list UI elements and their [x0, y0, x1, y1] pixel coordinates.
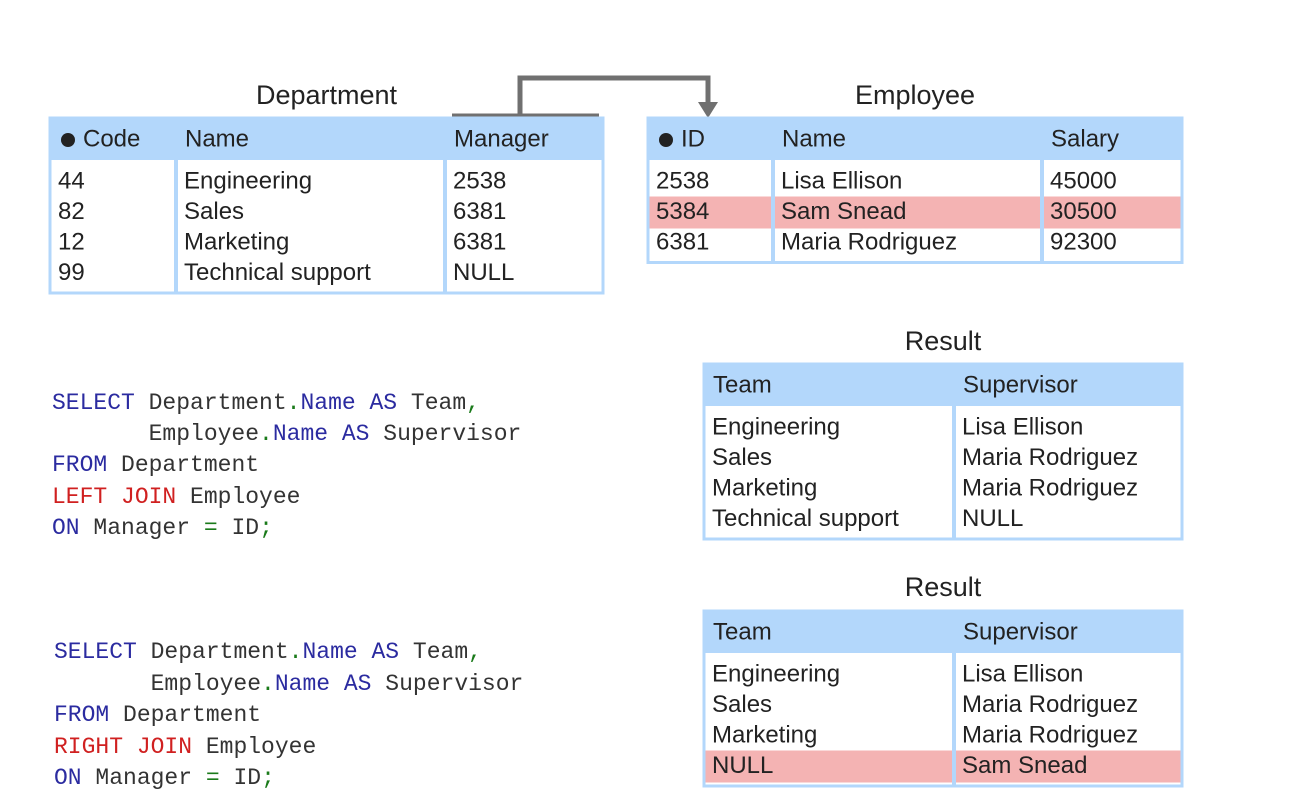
cell: Engineering — [712, 413, 840, 440]
cell: Maria Rodriguez — [962, 691, 1138, 718]
cell: 5384 — [656, 198, 709, 225]
cell: Sam Snead — [781, 198, 906, 225]
cell: 6381 — [453, 228, 506, 255]
column-header: Team — [713, 371, 772, 398]
cell: Maria Rodriguez — [962, 474, 1138, 501]
cell: Lisa Ellison — [781, 167, 902, 194]
table: Result Team Supervisor Engineering Lisa Elli… — [702, 572, 1184, 788]
cell: NULL — [962, 505, 1023, 532]
cell: Technical support — [712, 505, 899, 532]
column-header: Name — [185, 125, 249, 152]
cell: 45000 — [1050, 167, 1117, 194]
key-icon — [61, 133, 75, 147]
highlight-row — [649, 196, 1181, 229]
cell: 30500 — [1050, 198, 1117, 225]
query-line: Employee.Name AS Supervisor — [52, 421, 521, 447]
query-line: RIGHT JOIN Employee — [54, 734, 316, 760]
cell: Lisa Ellison — [962, 660, 1083, 687]
cell: NULL — [712, 752, 773, 779]
cell: 2538 — [453, 167, 506, 194]
table-title: Department — [256, 80, 398, 110]
cell: Marketing — [712, 721, 817, 748]
cell: 2538 — [656, 167, 709, 194]
query-line: FROM Department — [52, 452, 259, 478]
table: Department Code Name Manager 44 Engineering 25… — [48, 80, 605, 295]
table: Employee ID Name Salary 2538 Lisa Ellison 4500… — [646, 80, 1184, 264]
cell: 99 — [58, 259, 85, 286]
cell: 12 — [58, 228, 85, 255]
query-line: ON Manager = ID; — [54, 765, 275, 791]
query-line: SELECT Department.Name AS Team, — [52, 390, 480, 416]
header-row — [704, 611, 1182, 653]
cell: 6381 — [453, 198, 506, 225]
cell: Maria Rodriguez — [781, 228, 957, 255]
column-header: Code — [83, 125, 140, 152]
cell: Lisa Ellison — [962, 413, 1083, 440]
table-title: Result — [905, 326, 982, 356]
cell: Sam Snead — [962, 752, 1087, 779]
query-line: ON Manager = ID; — [52, 515, 273, 541]
highlight-row — [705, 750, 1181, 783]
cell: 92300 — [1050, 228, 1117, 255]
key-icon — [659, 133, 673, 147]
cell: Sales — [712, 444, 772, 471]
query-line: SELECT Department.Name AS Team, — [54, 639, 482, 665]
query-line: Employee.Name AS Supervisor — [54, 671, 523, 697]
cell: Marketing — [712, 474, 817, 501]
cell: Sales — [184, 198, 244, 225]
column-header: Manager — [454, 125, 549, 152]
table-title: Employee — [855, 80, 975, 110]
header-row — [50, 118, 603, 160]
column-header: Name — [782, 125, 846, 152]
cell: 44 — [58, 167, 85, 194]
table-title: Result — [905, 572, 982, 602]
column-header: Salary — [1051, 125, 1119, 152]
cell: NULL — [453, 259, 514, 286]
column-header: ID — [681, 125, 705, 152]
cell: Sales — [712, 691, 772, 718]
cell: Maria Rodriguez — [962, 721, 1138, 748]
cell: Technical support — [184, 259, 371, 286]
cell: Marketing — [184, 228, 289, 255]
query-line: FROM Department — [54, 702, 261, 728]
cell: Engineering — [712, 660, 840, 687]
table: Result Team Supervisor Engineering Lisa Elli… — [702, 326, 1184, 541]
header-row — [648, 118, 1182, 160]
cell: 6381 — [656, 228, 709, 255]
column-header: Supervisor — [963, 618, 1078, 645]
relationship-arrow — [452, 75, 718, 119]
cell: Engineering — [184, 167, 312, 194]
header-row — [704, 364, 1182, 406]
column-header: Supervisor — [963, 371, 1078, 398]
cell: 82 — [58, 198, 85, 225]
cell: Maria Rodriguez — [962, 444, 1138, 471]
column-header: Team — [713, 618, 772, 645]
query-line: LEFT JOIN Employee — [52, 484, 300, 510]
